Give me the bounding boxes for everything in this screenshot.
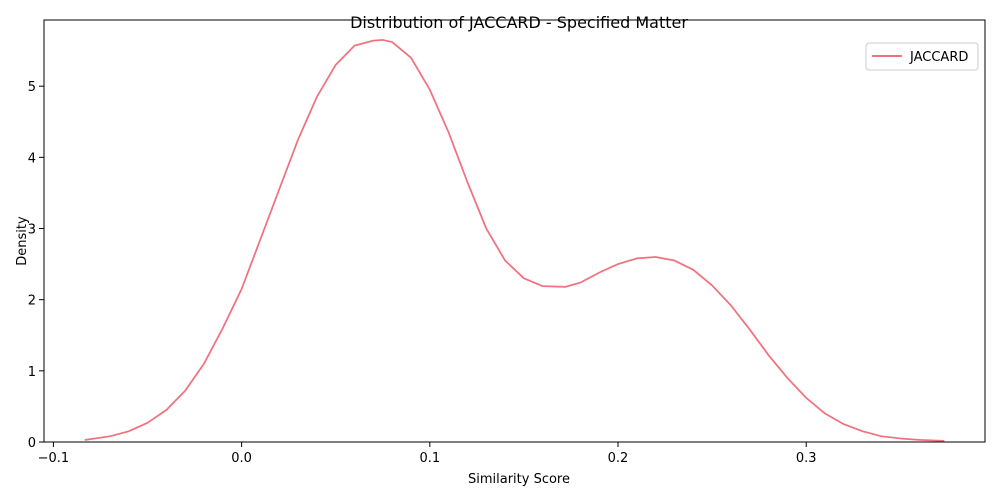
y-tick-label: 1 (28, 365, 36, 380)
y-tick-label: 2 (28, 294, 36, 309)
y-axis: 0 1 2 3 4 5 (28, 80, 44, 451)
y-tick-label: 4 (28, 151, 36, 166)
x-tick-label: −0.1 (38, 451, 70, 466)
plot-frame (43, 19, 986, 443)
x-tick-label: 0.1 (419, 451, 440, 466)
y-tick-label: 0 (28, 436, 36, 451)
legend: JACCARD (865, 42, 979, 71)
y-axis-label: Density (15, 216, 30, 266)
legend-label-jaccard: JACCARD (909, 50, 968, 65)
y-tick-label: 5 (28, 80, 36, 95)
series-line-jaccard (84, 39, 945, 442)
x-tick-label: 0.0 (231, 451, 252, 466)
plot-area (84, 39, 945, 442)
legend-box (865, 42, 979, 71)
x-axis: −0.1 0.0 0.1 0.2 0.3 (38, 442, 817, 466)
chart-title: Distribution of JACCARD - Specified Matt… (350, 13, 688, 32)
x-tick-label: 0.2 (608, 451, 629, 466)
y-tick-label: 3 (28, 223, 36, 238)
x-tick-label: 0.3 (796, 451, 817, 466)
x-axis-label: Similarity Score (468, 472, 570, 487)
